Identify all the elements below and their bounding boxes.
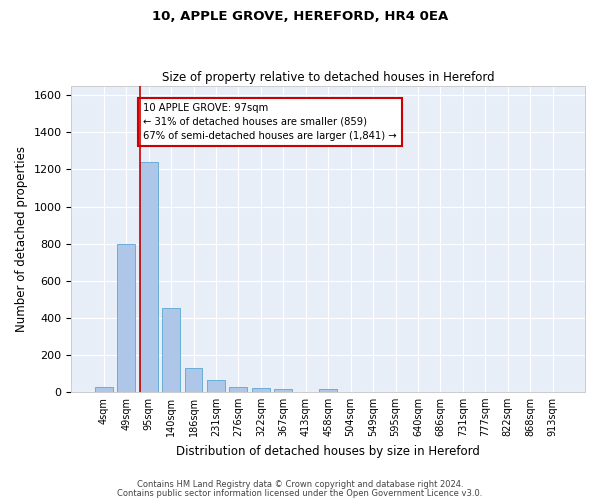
Title: Size of property relative to detached houses in Hereford: Size of property relative to detached ho… — [162, 70, 494, 84]
Text: Contains HM Land Registry data © Crown copyright and database right 2024.: Contains HM Land Registry data © Crown c… — [137, 480, 463, 489]
Text: 10, APPLE GROVE, HEREFORD, HR4 0EA: 10, APPLE GROVE, HEREFORD, HR4 0EA — [152, 10, 448, 23]
Y-axis label: Number of detached properties: Number of detached properties — [15, 146, 28, 332]
Text: 10 APPLE GROVE: 97sqm
← 31% of detached houses are smaller (859)
67% of semi-det: 10 APPLE GROVE: 97sqm ← 31% of detached … — [143, 102, 397, 141]
Bar — [252, 388, 270, 392]
Bar — [319, 389, 337, 392]
Bar — [274, 389, 292, 392]
Bar — [140, 162, 158, 392]
Text: Contains public sector information licensed under the Open Government Licence v3: Contains public sector information licen… — [118, 489, 482, 498]
X-axis label: Distribution of detached houses by size in Hereford: Distribution of detached houses by size … — [176, 444, 480, 458]
Bar — [117, 244, 135, 392]
Bar — [95, 387, 113, 392]
Bar — [162, 308, 180, 392]
Bar — [207, 380, 225, 392]
Bar — [185, 368, 202, 392]
Bar — [229, 386, 247, 392]
